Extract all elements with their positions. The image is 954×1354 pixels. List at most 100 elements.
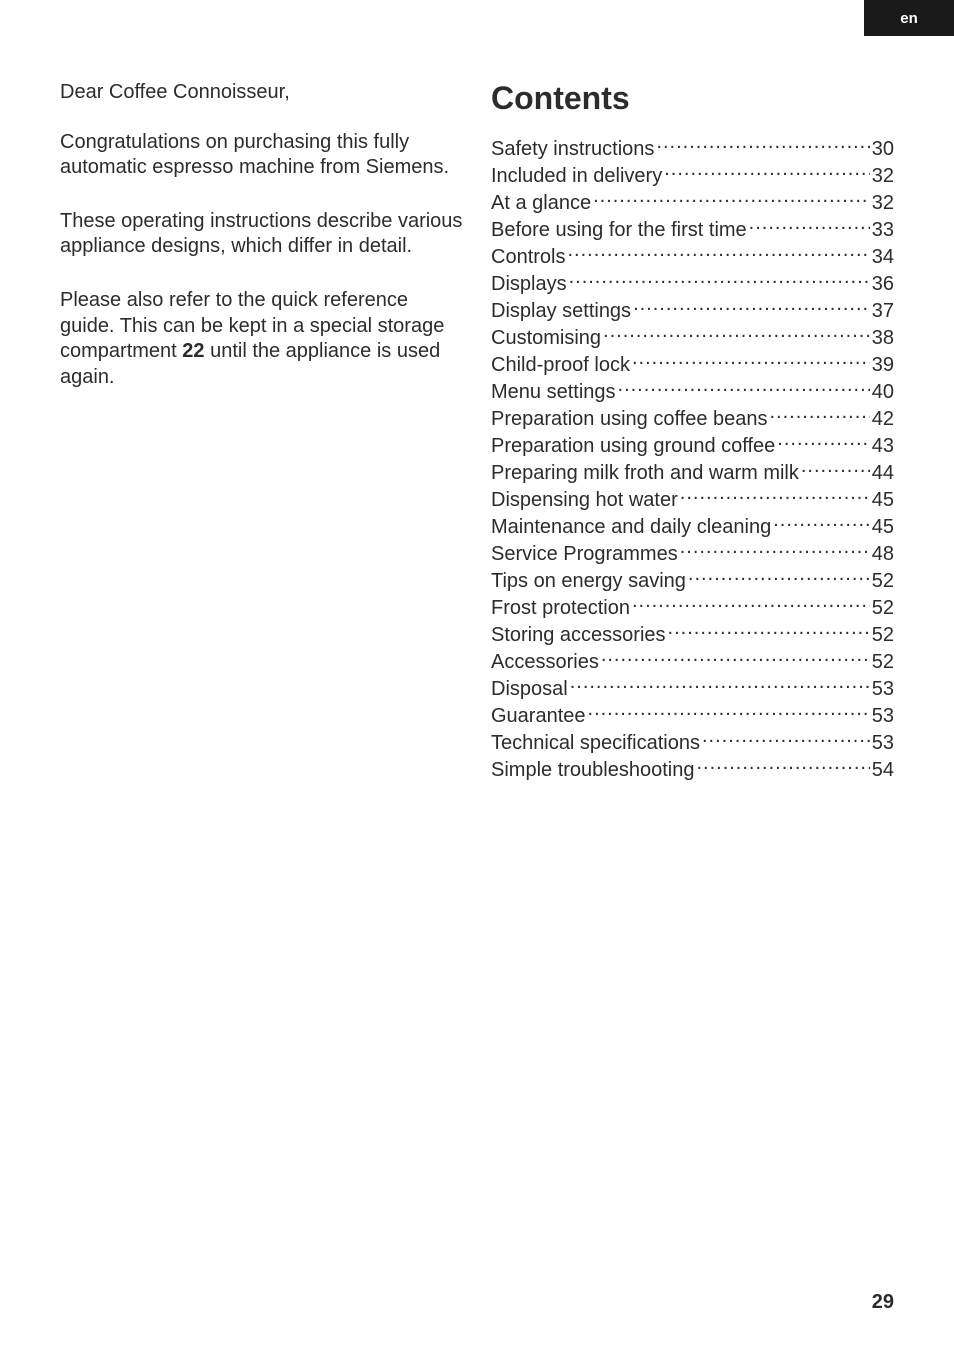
toc-leader-dots xyxy=(702,729,870,749)
toc-label: Display settings xyxy=(491,298,631,324)
toc-label: Preparing milk froth and warm milk xyxy=(491,460,799,486)
toc-label: Preparation using coffee beans xyxy=(491,406,768,432)
toc-row: Frost protection52 xyxy=(491,594,894,621)
toc-row: Included in delivery 32 xyxy=(491,162,894,189)
toc-label: Storing accessories xyxy=(491,622,666,648)
toc-leader-dots xyxy=(668,621,870,641)
toc-row: Disposal 53 xyxy=(491,675,894,702)
toc-label: Dispensing hot water xyxy=(491,487,678,513)
toc-row: Controls 34 xyxy=(491,243,894,270)
toc-row: Safety instructions 30 xyxy=(491,135,894,162)
toc-row: Maintenance and daily cleaning45 xyxy=(491,513,894,540)
toc-label: Before using for the first time xyxy=(491,217,747,243)
toc-label: Child-proof lock xyxy=(491,352,630,378)
toc-label: Accessories xyxy=(491,649,599,675)
toc-leader-dots xyxy=(664,162,870,182)
toc-page: 38 xyxy=(872,325,894,351)
toc-leader-dots xyxy=(801,459,870,479)
toc-row: Accessories 52 xyxy=(491,648,894,675)
toc-label: Simple troubleshooting xyxy=(491,757,694,783)
toc-row: At a glance 32 xyxy=(491,189,894,216)
toc-row: Service Programmes 48 xyxy=(491,540,894,567)
toc-page: 54 xyxy=(872,757,894,783)
toc-label: Service Programmes xyxy=(491,541,678,567)
left-column: Dear Coffee Connoisseur, Congratulations… xyxy=(60,80,463,783)
toc-row: Menu settings 40 xyxy=(491,378,894,405)
toc-leader-dots xyxy=(656,135,869,155)
toc-leader-dots xyxy=(749,216,870,236)
toc-row: Tips on energy saving 52 xyxy=(491,567,894,594)
toc-leader-dots xyxy=(696,756,869,776)
toc-leader-dots xyxy=(632,594,870,614)
toc-leader-dots xyxy=(570,675,870,695)
toc-label: Menu settings xyxy=(491,379,616,405)
toc-row: Preparation using ground coffee 43 xyxy=(491,432,894,459)
toc-leader-dots xyxy=(569,270,870,290)
contents-heading: Contents xyxy=(491,80,894,117)
right-column: Contents Safety instructions30Included i… xyxy=(491,80,894,783)
intro-paragraph-3: Please also refer to the quick reference… xyxy=(60,288,463,390)
toc-page: 52 xyxy=(872,649,894,675)
toc-page: 34 xyxy=(872,244,894,270)
toc-page: 43 xyxy=(872,433,894,459)
toc-label: Guarantee xyxy=(491,703,586,729)
toc-leader-dots xyxy=(603,324,870,344)
toc-row: Preparing milk froth and warm milk 44 xyxy=(491,459,894,486)
toc-label: Included in delivery xyxy=(491,163,662,189)
toc-page: 37 xyxy=(872,298,894,324)
toc-page: 45 xyxy=(872,487,894,513)
toc-row: Customising 38 xyxy=(491,324,894,351)
toc-leader-dots xyxy=(777,432,869,452)
toc-leader-dots xyxy=(770,405,870,425)
toc-row: Storing accessories 52 xyxy=(491,621,894,648)
toc-leader-dots xyxy=(593,189,870,209)
toc-page: 44 xyxy=(872,460,894,486)
toc-leader-dots xyxy=(680,486,870,506)
toc-leader-dots xyxy=(567,243,869,263)
salutation: Dear Coffee Connoisseur, xyxy=(60,80,463,106)
page-body: Dear Coffee Connoisseur, Congratulations… xyxy=(60,80,894,783)
toc-row: Dispensing hot water 45 xyxy=(491,486,894,513)
toc-row: Before using for the first time 33 xyxy=(491,216,894,243)
toc-leader-dots xyxy=(688,567,870,587)
toc-page: 53 xyxy=(872,730,894,756)
compartment-number: 22 xyxy=(182,340,204,362)
toc-row: Simple troubleshooting 54 xyxy=(491,756,894,783)
toc-page: 52 xyxy=(872,568,894,594)
toc-leader-dots xyxy=(588,702,870,722)
toc-row: Child-proof lock39 xyxy=(491,351,894,378)
page-number: 29 xyxy=(872,1291,894,1314)
toc-label: Controls xyxy=(491,244,565,270)
toc-page: 32 xyxy=(872,163,894,189)
language-tab-label: en xyxy=(900,10,918,27)
toc-page: 30 xyxy=(872,136,894,162)
toc-leader-dots xyxy=(680,540,870,560)
toc-label: Displays xyxy=(491,271,567,297)
toc-page: 52 xyxy=(872,622,894,648)
toc-row: Preparation using coffee beans 42 xyxy=(491,405,894,432)
toc-label: Tips on energy saving xyxy=(491,568,686,594)
toc-row: Technical specifications 53 xyxy=(491,729,894,756)
toc-leader-dots xyxy=(773,513,870,533)
toc-label: Maintenance and daily cleaning xyxy=(491,514,771,540)
toc-page: 53 xyxy=(872,703,894,729)
toc-label: Technical specifications xyxy=(491,730,700,756)
toc-page: 40 xyxy=(872,379,894,405)
toc-label: Safety instructions xyxy=(491,136,654,162)
toc-page: 32 xyxy=(872,190,894,216)
toc-page: 48 xyxy=(872,541,894,567)
toc-page: 33 xyxy=(872,217,894,243)
toc-page: 53 xyxy=(872,676,894,702)
toc-label: Preparation using ground coffee xyxy=(491,433,775,459)
toc-row: Guarantee 53 xyxy=(491,702,894,729)
toc-label: At a glance xyxy=(491,190,591,216)
toc-label: Customising xyxy=(491,325,601,351)
toc-label: Disposal xyxy=(491,676,568,702)
intro-paragraph-1: Congratulations on purchasing this fully… xyxy=(60,130,463,181)
toc-page: 52 xyxy=(872,595,894,621)
toc-leader-dots xyxy=(633,297,870,317)
toc-page: 36 xyxy=(872,271,894,297)
toc-leader-dots xyxy=(632,351,870,371)
table-of-contents: Safety instructions30Included in deliver… xyxy=(491,135,894,783)
toc-page: 42 xyxy=(872,406,894,432)
